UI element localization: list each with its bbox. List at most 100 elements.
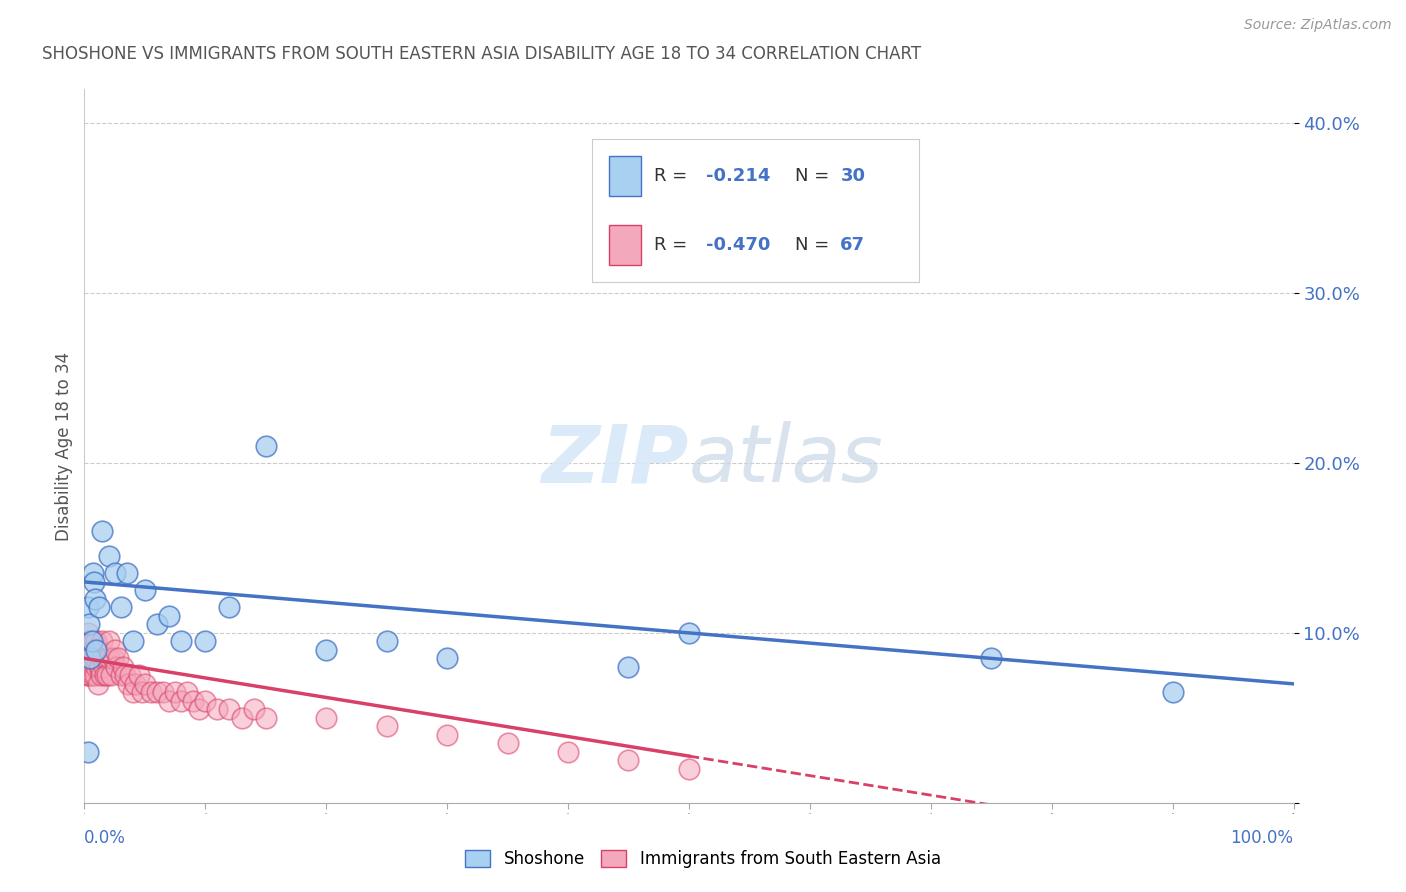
Point (80, 643, 103, 657)
Point (134, 677, 156, 691)
Point (231, 711, 253, 725)
Point (110, 600, 132, 615)
Point (91, 634, 114, 648)
Point (87, 660, 110, 674)
Point (254, 439, 277, 453)
Legend: Shoshone, Immigrants from South Eastern Asia: Shoshone, Immigrants from South Eastern … (458, 843, 948, 875)
Point (80, 660, 103, 674)
Point (315, 711, 337, 725)
Point (86, 643, 108, 657)
Point (254, 711, 277, 725)
Point (82, 643, 104, 657)
Point (617, 660, 640, 674)
Point (194, 634, 217, 648)
Point (90, 668, 112, 682)
Point (112, 660, 135, 674)
Point (139, 685, 162, 699)
Point (218, 600, 240, 615)
Point (86, 677, 108, 691)
Point (91, 524, 114, 538)
Point (157, 694, 180, 708)
Point (104, 660, 127, 674)
Point (146, 685, 169, 699)
Point (375, 719, 398, 733)
Point (218, 702, 240, 716)
Point (107, 651, 129, 665)
Point (436, 728, 458, 742)
Point (77, 600, 100, 615)
Point (242, 702, 264, 716)
Point (77, 617, 100, 632)
Point (121, 634, 143, 648)
Point (94, 651, 117, 665)
Point (82, 566, 104, 581)
Point (436, 651, 458, 665)
Point (97, 549, 120, 564)
Point (104, 643, 127, 657)
Point (75, 651, 97, 665)
Point (103, 651, 125, 665)
Point (188, 702, 211, 716)
Y-axis label: Disability Age 18 to 34: Disability Age 18 to 34 (55, 351, 73, 541)
Point (157, 608, 180, 623)
Point (83, 634, 105, 648)
Text: ZIP: ZIP (541, 421, 689, 500)
Point (114, 668, 136, 682)
Point (678, 626, 700, 640)
Point (117, 677, 139, 691)
Point (84, 591, 107, 606)
Point (91, 651, 114, 665)
Point (134, 583, 156, 598)
Point (87, 600, 110, 615)
Point (82, 668, 104, 682)
Point (83, 574, 105, 589)
Text: Source: ZipAtlas.com: Source: ZipAtlas.com (1244, 18, 1392, 32)
Point (121, 685, 143, 699)
Point (110, 668, 132, 682)
Text: 0.0%: 0.0% (84, 829, 127, 847)
Point (194, 694, 217, 708)
Point (79, 668, 101, 682)
Point (181, 694, 204, 708)
Point (104, 566, 127, 581)
Point (100, 668, 122, 682)
Point (77, 634, 100, 648)
Point (97, 651, 120, 665)
Point (128, 668, 150, 682)
Point (77, 745, 100, 759)
Point (170, 694, 193, 708)
Point (124, 677, 146, 691)
Text: SHOSHONE VS IMMIGRANTS FROM SOUTH EASTERN ASIA DISABILITY AGE 18 TO 34 CORRELATI: SHOSHONE VS IMMIGRANTS FROM SOUTH EASTER… (42, 45, 921, 62)
Point (83, 651, 105, 665)
Point (120, 668, 142, 682)
Point (94, 668, 117, 682)
Point (86, 660, 108, 674)
Point (152, 685, 174, 699)
Point (93, 660, 115, 674)
Point (207, 702, 229, 716)
Point (165, 685, 187, 699)
Point (96, 668, 118, 682)
Point (146, 617, 169, 632)
Point (315, 643, 337, 657)
Point (77, 626, 100, 640)
Point (76, 668, 98, 682)
Point (176, 685, 198, 699)
Point (115, 566, 138, 581)
Point (678, 762, 700, 776)
Point (77, 651, 100, 665)
Point (1161, 685, 1184, 699)
Point (170, 634, 193, 648)
Point (84, 668, 107, 682)
Point (79, 634, 101, 648)
Text: atlas: atlas (689, 421, 884, 500)
Text: 100.0%: 100.0% (1230, 829, 1294, 847)
Point (980, 651, 1002, 665)
Point (496, 736, 519, 750)
Point (375, 634, 398, 648)
Point (131, 685, 153, 699)
Point (87, 643, 110, 657)
Point (77, 668, 100, 682)
Point (617, 753, 640, 767)
Point (80, 634, 103, 648)
